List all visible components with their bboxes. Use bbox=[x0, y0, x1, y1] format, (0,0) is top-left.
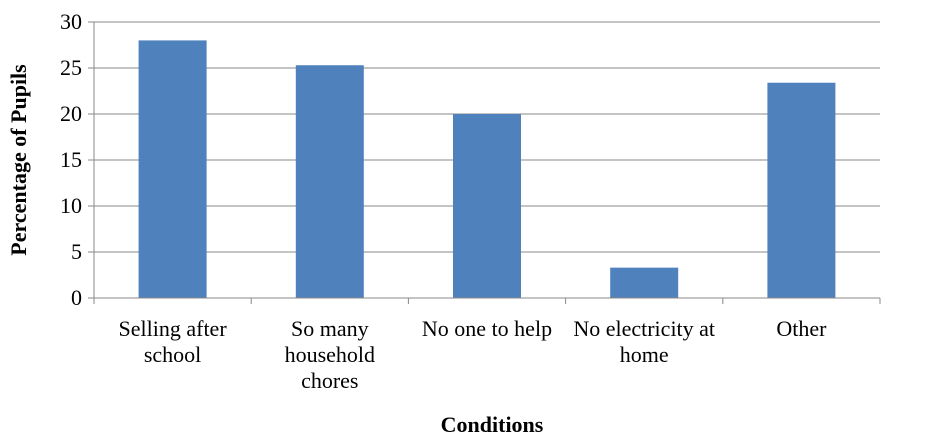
x-category-label-line: household bbox=[285, 342, 375, 367]
x-category-label-line: school bbox=[144, 342, 201, 367]
x-category-label: No one to help bbox=[422, 316, 552, 341]
x-category-label-line: So many bbox=[291, 316, 369, 341]
x-category-labels: Selling after school So many household chore… bbox=[119, 316, 828, 393]
axes bbox=[88, 21, 881, 304]
x-category-label-line: Other bbox=[776, 316, 827, 341]
x-category-label-line: No electricity at bbox=[573, 316, 715, 341]
bars bbox=[138, 40, 836, 299]
x-category-label-line: Selling after bbox=[119, 316, 228, 341]
x-category-label: So many household chores bbox=[285, 316, 375, 393]
y-tick-label: 10 bbox=[60, 193, 82, 218]
x-axis-title: Conditions bbox=[441, 412, 544, 437]
y-tick-labels: 0 5 10 15 20 25 30 bbox=[60, 9, 82, 310]
bar bbox=[138, 40, 207, 299]
y-axis-title: Percentage of Pupils bbox=[6, 64, 31, 256]
y-tick-label: 15 bbox=[60, 147, 82, 172]
x-category-label-line: chores bbox=[301, 368, 358, 393]
y-tick-label: 0 bbox=[71, 285, 82, 310]
x-category-label: Selling after school bbox=[119, 316, 228, 367]
bar bbox=[453, 114, 521, 298]
y-tick-label: 30 bbox=[60, 9, 82, 34]
x-category-label: No electricity at home bbox=[573, 316, 715, 367]
y-tick-label: 25 bbox=[60, 55, 82, 80]
x-category-label-line: home bbox=[620, 342, 669, 367]
bar bbox=[610, 267, 679, 298]
bar bbox=[767, 82, 836, 298]
bar bbox=[295, 65, 364, 299]
x-category-label: Other bbox=[776, 316, 827, 341]
y-tick-label: 5 bbox=[71, 239, 82, 264]
x-category-label-line: No one to help bbox=[422, 316, 552, 341]
y-tick-label: 20 bbox=[60, 101, 82, 126]
